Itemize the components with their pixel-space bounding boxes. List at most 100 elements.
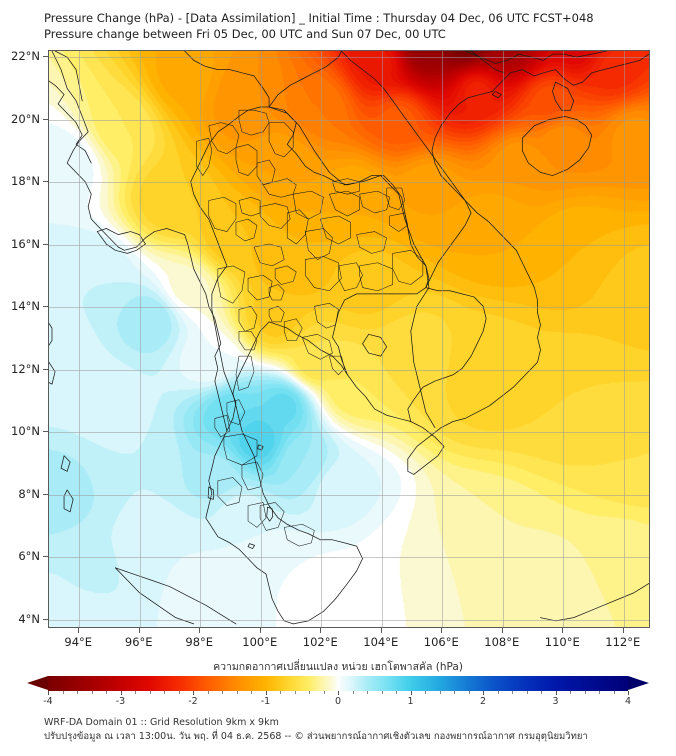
colorbar-tick: [628, 691, 629, 695]
y-tick-label: 22°N: [11, 49, 40, 64]
gridline-horizontal: [49, 432, 649, 434]
y-tick-label: 8°N: [18, 486, 40, 501]
colorbar-tick: [483, 691, 484, 695]
x-tick-label: 96°E: [124, 635, 153, 649]
x-tick-mark: [501, 628, 503, 633]
colorbar-minor-tick: [439, 691, 441, 694]
colorbar-minor-tick: [570, 691, 571, 694]
y-tick-label: 12°N: [11, 361, 40, 376]
colorbar-minor-tick: [77, 691, 78, 694]
colorbar-low-extend-triangle-icon: [27, 676, 48, 690]
colorbar-tick: [338, 691, 339, 695]
y-tick-mark: [43, 181, 48, 183]
x-tick-label: 94°E: [64, 635, 93, 649]
colorbar: ความกดอากาศเปลี่ยนแปลง หน่วย เฮกโตพาสคัล…: [0, 658, 676, 708]
colorbar-minor-tick: [135, 691, 136, 694]
gridline-vertical: [502, 51, 504, 627]
x-tick-mark: [622, 628, 624, 633]
colorbar-tick-label: -4: [43, 696, 53, 707]
colorbar-tick-label: -3: [115, 696, 126, 707]
map-plot-area[interactable]: [48, 50, 650, 628]
colorbar-tick: [265, 691, 267, 695]
footer-block: WRF-DA Domain 01 :: Grid Resolution 9km …: [44, 716, 664, 744]
colorbar-minor-tick: [149, 691, 151, 694]
title-line-2: Pressure change between Fri 05 Dec, 00 U…: [44, 27, 446, 41]
colorbar-minor-tick: [367, 691, 368, 694]
colorbar-tick-label: -2: [188, 696, 198, 707]
y-tick-label: 16°N: [11, 236, 40, 251]
colorbar-minor-tick: [613, 691, 615, 694]
gridline-vertical: [200, 51, 202, 627]
colorbar-tick: [193, 691, 194, 695]
colorbar-minor-tick: [584, 691, 586, 694]
colorbar-minor-tick: [381, 691, 383, 694]
colorbar-minor-tick: [599, 691, 600, 694]
x-tick-mark: [562, 628, 564, 633]
y-tick-label: 14°N: [11, 299, 40, 314]
gridline-horizontal: [49, 244, 649, 246]
colorbar-minor-tick: [236, 691, 238, 694]
colorbar-tick: [48, 691, 49, 695]
x-tick-label: 104°E: [363, 635, 399, 649]
colorbar-minor-tick: [251, 691, 252, 694]
colorbar-minor-tick: [280, 691, 281, 694]
gridline-horizontal: [49, 119, 649, 121]
colorbar-minor-tick: [396, 691, 397, 694]
gridline-horizontal: [49, 619, 649, 621]
title-line-1: Pressure Change (hPa) - [Data Assimilati…: [44, 11, 594, 25]
x-tick-mark: [320, 628, 322, 633]
y-tick-mark: [43, 493, 48, 495]
y-tick-mark: [43, 56, 48, 58]
gridline-vertical: [321, 51, 323, 627]
colorbar-tick-label: 0: [334, 696, 342, 707]
gridline-vertical: [623, 51, 625, 627]
y-tick-label: 18°N: [11, 174, 40, 189]
colorbar-minor-tick: [294, 691, 296, 694]
colorbar-gradient-body: [27, 676, 649, 691]
colorbar-tick: [555, 691, 557, 695]
y-tick-mark: [43, 556, 48, 558]
gridline-horizontal: [49, 307, 649, 309]
footer-line-1: WRF-DA Domain 01 :: Grid Resolution 9km …: [44, 717, 279, 728]
y-tick-label: 6°N: [18, 549, 40, 564]
y-tick-label: 4°N: [18, 611, 40, 626]
title-block: Pressure Change (hPa) - [Data Assimilati…: [44, 10, 664, 42]
colorbar-tick-label: 4: [624, 696, 632, 707]
gridline-horizontal: [49, 369, 649, 371]
y-tick-mark: [43, 118, 48, 120]
colorbar-tick-label: 2: [479, 696, 487, 707]
y-tick-mark: [43, 618, 48, 620]
x-tick-label: 102°E: [302, 635, 338, 649]
x-tick-mark: [138, 628, 140, 633]
gridline-vertical: [139, 51, 141, 627]
colorbar-tick-label: 3: [552, 696, 559, 707]
colorbar-minor-tick: [512, 691, 513, 694]
gridline-vertical: [260, 51, 262, 627]
gridline-vertical: [381, 51, 383, 627]
gridline-vertical: [563, 51, 565, 627]
colorbar-tick-label: -1: [260, 696, 271, 707]
colorbar-minor-tick: [425, 691, 426, 694]
x-tick-label: 112°E: [605, 635, 641, 649]
colorbar-minor-tick: [222, 691, 223, 694]
colorbar-minor-tick: [454, 691, 455, 694]
colorbar-minor-tick: [352, 691, 354, 694]
colorbar-tick: [120, 691, 122, 695]
colorbar-high-extend-triangle-icon: [628, 676, 649, 690]
y-tick-label: 20°N: [11, 111, 40, 126]
gridline-horizontal: [49, 182, 649, 184]
colorbar-axis: -4 -3 -2 -1 0 1 2 3 4: [43, 691, 632, 707]
colorbar-minor-tick: [309, 691, 310, 694]
colorbar-tick-label: 1: [407, 696, 414, 707]
colorbar-minor-tick: [323, 691, 325, 694]
colorbar-minor-tick: [526, 691, 528, 694]
x-tick-label: 98°E: [185, 635, 214, 649]
colorbar-title: ความกดอากาศเปลี่ยนแปลง หน่วย เฮกโตพาสคัล…: [213, 661, 463, 673]
gridline-vertical: [79, 51, 81, 627]
x-tick-mark: [441, 628, 443, 633]
y-tick-mark: [43, 431, 48, 433]
gridline-horizontal: [49, 494, 649, 496]
footer-line-2: ปรับปรุงข้อมูล ณ เวลา 13:00น. วัน พฤ. ที…: [44, 731, 588, 742]
y-tick-mark: [43, 368, 48, 370]
gridline-vertical: [442, 51, 444, 627]
